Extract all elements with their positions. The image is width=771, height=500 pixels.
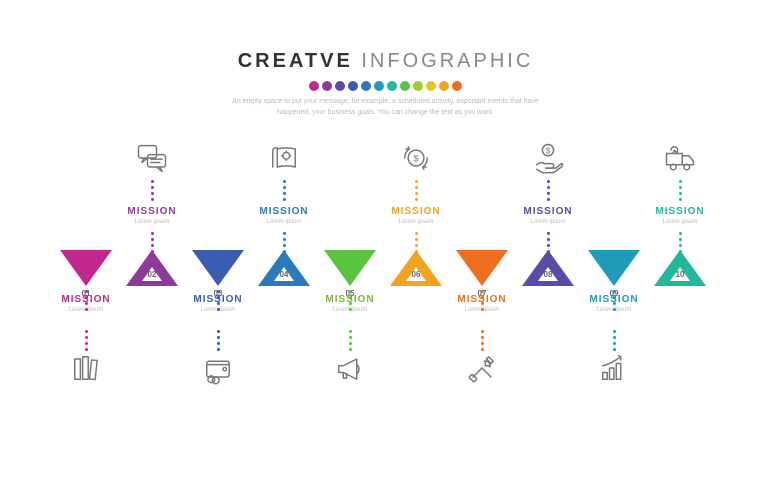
connector-dots (479, 330, 485, 351)
step-triangle: 03 (192, 250, 244, 286)
palette-dot (335, 81, 345, 91)
palette-dot (439, 81, 449, 91)
step-number: 04 (274, 270, 294, 279)
step-triangle: 05 (324, 250, 376, 286)
palette-dot (322, 81, 332, 91)
step-triangle: 04 (258, 250, 310, 286)
step-label-sub: Lorem ipsum (112, 219, 192, 225)
megaphone-icon (332, 350, 368, 386)
connector-dots (479, 290, 485, 311)
connector-dots (83, 330, 89, 351)
step-triangle: 02 (126, 250, 178, 286)
step-number: 02 (142, 270, 162, 279)
connector-dots (347, 290, 353, 311)
connector-dots (215, 290, 221, 311)
connector-dots (413, 180, 419, 201)
books-icon (68, 350, 104, 386)
connector-dots (215, 330, 221, 351)
step-triangle: 01 (60, 250, 112, 286)
connector-dots (347, 330, 353, 351)
step-label: MISSION Lorem ipsum (244, 206, 324, 225)
truck-icon (662, 140, 698, 176)
step-label-title: MISSION (508, 206, 588, 217)
step-triangle: 06 (390, 250, 442, 286)
tools-icon (464, 350, 500, 386)
subtitle: An empty space to put your message, for … (216, 97, 556, 118)
connector-dots (677, 180, 683, 201)
step-label-sub: Lorem ipsum (508, 219, 588, 225)
connector-dots (281, 232, 287, 253)
growth-icon (596, 350, 632, 386)
header: CREATVE INFOGRAPHIC An empty space to pu… (0, 0, 771, 118)
wallet-icon (200, 350, 236, 386)
step-label: MISSION Lorem ipsum (640, 206, 720, 225)
step-triangle: 10 (654, 250, 706, 286)
step-label: MISSION Lorem ipsum (376, 206, 456, 225)
title-light: INFOGRAPHIC (361, 50, 533, 72)
palette-dots (0, 81, 771, 91)
connector-dots (545, 180, 551, 201)
step-label-sub: Lorem ipsum (640, 219, 720, 225)
step-triangle: 08 (522, 250, 574, 286)
connector-dots (413, 232, 419, 253)
step-label-sub: Lorem ipsum (244, 219, 324, 225)
palette-dot (426, 81, 436, 91)
dollar-cycle-icon: $ (398, 140, 434, 176)
palette-dot (309, 81, 319, 91)
step-triangle: 07 (456, 250, 508, 286)
step-number: 06 (406, 270, 426, 279)
palette-dot (348, 81, 358, 91)
main-title: CREATVE INFOGRAPHIC (0, 50, 771, 73)
palette-dot (413, 81, 423, 91)
title-bold: CREATVE (238, 50, 353, 72)
connector-dots (149, 180, 155, 201)
connector-dots (281, 180, 287, 201)
svg-text:$: $ (413, 153, 418, 163)
palette-dot (361, 81, 371, 91)
step-label: MISSION Lorem ipsum (112, 206, 192, 225)
blueprint-icon (266, 140, 302, 176)
connector-dots (83, 290, 89, 311)
step-triangle: 09 (588, 250, 640, 286)
connector-dots (149, 232, 155, 253)
step-number: 08 (538, 270, 558, 279)
connector-dots (545, 232, 551, 253)
zigzag-timeline: 01MISSIONLorem ipsum02MISSIONLorem ipsum… (60, 250, 701, 286)
step-label-title: MISSION (376, 206, 456, 217)
step-number: 10 (670, 270, 690, 279)
step-label-sub: Lorem ipsum (376, 219, 456, 225)
step-label: MISSION Lorem ipsum (508, 206, 588, 225)
step-label-title: MISSION (244, 206, 324, 217)
palette-dot (400, 81, 410, 91)
hand-dollar-icon: $ (530, 140, 566, 176)
svg-text:$: $ (546, 147, 551, 156)
connector-dots (611, 290, 617, 311)
connector-dots (611, 330, 617, 351)
palette-dot (374, 81, 384, 91)
palette-dot (452, 81, 462, 91)
step-label-title: MISSION (112, 206, 192, 217)
chat-icon (134, 140, 170, 176)
step-label-title: MISSION (640, 206, 720, 217)
palette-dot (387, 81, 397, 91)
connector-dots (677, 232, 683, 253)
